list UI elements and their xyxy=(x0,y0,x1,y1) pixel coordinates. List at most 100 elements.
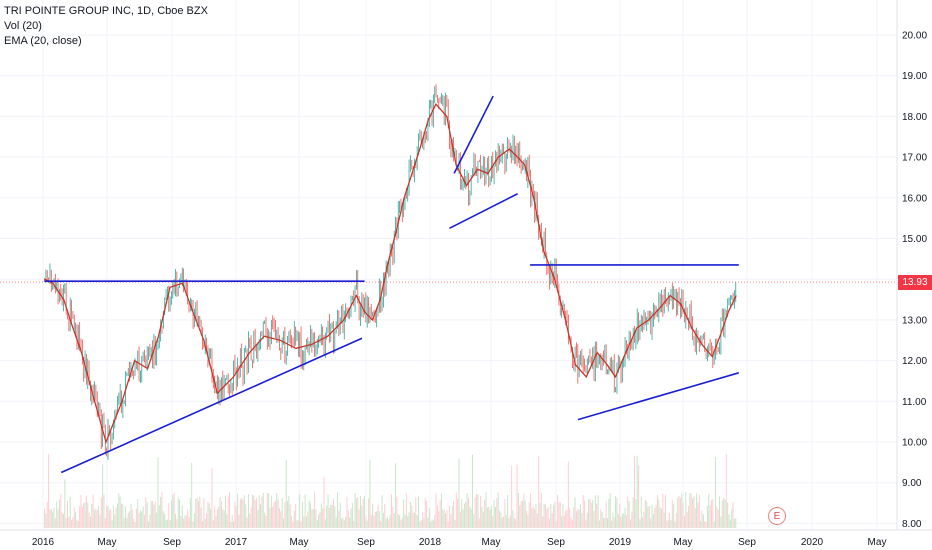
trendline[interactable] xyxy=(578,373,739,420)
volume-bar xyxy=(394,513,395,528)
volume-bar xyxy=(52,511,53,528)
volume-bar xyxy=(575,497,576,528)
legend-volume: Vol (20) xyxy=(4,19,208,34)
volume-bar xyxy=(126,518,127,528)
volume-bar xyxy=(550,504,551,528)
volume-bar xyxy=(116,507,117,528)
volume-bar xyxy=(488,507,489,528)
volume-bar xyxy=(499,511,500,528)
volume-bar xyxy=(653,514,654,528)
volume-bar xyxy=(422,512,423,528)
volume-bar xyxy=(460,512,461,528)
volume-bar xyxy=(514,518,515,528)
volume-bar xyxy=(677,498,678,528)
volume-bar xyxy=(633,497,634,528)
volume-bar xyxy=(707,506,708,528)
volume-bar xyxy=(222,509,223,528)
last-price-label: 13.93 xyxy=(898,275,932,290)
volume-bar xyxy=(568,462,569,528)
volume-bar xyxy=(526,511,527,528)
volume-bar xyxy=(102,464,103,528)
volume-bar xyxy=(325,519,326,528)
volume-bar xyxy=(648,507,649,528)
volume-bar xyxy=(718,510,719,528)
volume-bar xyxy=(148,522,149,528)
volume-bar xyxy=(326,505,327,528)
volume-bar xyxy=(676,513,677,528)
volume-bar xyxy=(210,509,211,528)
volume-bar xyxy=(587,513,588,528)
volume-bar xyxy=(418,496,419,528)
trendline[interactable] xyxy=(449,194,517,229)
volume-bar xyxy=(133,519,134,528)
volume-bar xyxy=(201,507,202,528)
volume-bar xyxy=(596,503,597,528)
volume-bar xyxy=(290,504,291,528)
volume-bar xyxy=(267,493,268,528)
volume-bar xyxy=(425,498,426,528)
earnings-marker[interactable]: E xyxy=(768,507,786,525)
chart-legend: TRI POINTE GROUP INC, 1D, Cboe BZX Vol (… xyxy=(4,4,208,49)
y-tick-label: 12.00 xyxy=(902,356,927,367)
volume-bar xyxy=(719,496,720,528)
volume-bar xyxy=(464,504,465,528)
volume-bar xyxy=(373,516,374,528)
volume-bar xyxy=(72,517,73,528)
volume-bar xyxy=(220,497,221,528)
volume-bar xyxy=(419,521,420,528)
volume-bar xyxy=(261,497,262,528)
volume-bar xyxy=(415,497,416,528)
volume-bar xyxy=(156,513,157,528)
volume-bar xyxy=(495,507,496,528)
volume-bar xyxy=(157,457,158,528)
volume-bars xyxy=(44,454,736,528)
volume-bar xyxy=(599,521,600,528)
volume-bar xyxy=(155,502,156,528)
volume-bar xyxy=(681,494,682,528)
volume-bar xyxy=(353,521,354,528)
x-tick-label: Sep xyxy=(357,537,375,548)
volume-bar xyxy=(144,515,145,528)
volume-bar xyxy=(113,506,114,528)
volume-bar xyxy=(699,495,700,528)
volume-bar xyxy=(351,509,352,528)
volume-bar xyxy=(51,509,52,528)
volume-bar xyxy=(110,509,111,528)
volume-bar xyxy=(708,494,709,528)
volume-bar xyxy=(85,502,86,528)
volume-bar xyxy=(556,521,557,528)
y-tick-label: 10.00 xyxy=(902,438,927,449)
volume-bar xyxy=(525,500,526,528)
volume-bar xyxy=(675,522,676,528)
x-tick-label: May xyxy=(98,537,117,548)
volume-bar xyxy=(650,518,651,528)
volume-bar xyxy=(513,510,514,528)
volume-bar xyxy=(151,501,152,528)
volume-bar xyxy=(537,513,538,528)
volume-bar xyxy=(75,512,76,528)
volume-bar xyxy=(135,522,136,528)
volume-bar xyxy=(635,499,636,528)
volume-bar xyxy=(368,499,369,528)
volume-bar xyxy=(502,518,503,528)
volume-bar xyxy=(448,521,449,528)
volume-bar xyxy=(136,509,137,528)
volume-bar xyxy=(619,504,620,528)
volume-bar xyxy=(55,518,56,528)
volume-bar xyxy=(668,520,669,528)
volume-bar xyxy=(567,510,568,528)
volume-bar xyxy=(579,510,580,528)
volume-bar xyxy=(715,457,716,528)
volume-bar xyxy=(436,494,437,528)
volume-bar xyxy=(333,499,334,528)
volume-bar xyxy=(450,514,451,528)
volume-bar xyxy=(47,502,48,528)
volume-bar xyxy=(643,512,644,528)
volume-bar xyxy=(86,496,87,528)
volume-bar xyxy=(265,516,266,528)
volume-bar xyxy=(214,506,215,528)
volume-bar xyxy=(585,520,586,528)
volume-bar xyxy=(255,500,256,528)
volume-bar xyxy=(430,522,431,528)
